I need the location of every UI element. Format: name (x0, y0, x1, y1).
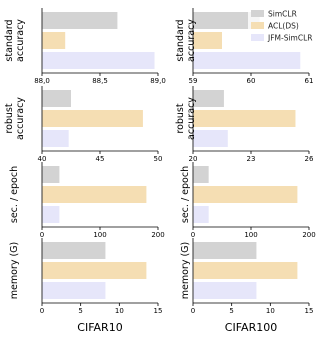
bar-jfm-simclr (193, 206, 209, 223)
column-labels: CIFAR10 CIFAR100 (77, 321, 277, 334)
legend-swatch-simclr (251, 10, 264, 17)
bar-simclr (42, 12, 118, 29)
panel-0-3: 0 5 10 15 (40, 238, 163, 315)
bar-jfm-simclr (42, 130, 69, 147)
x-tick-label: 59 (189, 77, 198, 85)
x-tick-label: 100 (93, 231, 106, 239)
panel-0-1: 40 45 50 (38, 86, 163, 163)
bar-jfm-simclr (42, 282, 106, 299)
row-label: standardaccuracy (175, 19, 197, 62)
row-label: standardaccuracy (4, 19, 26, 62)
bar-simclr (193, 12, 260, 29)
panel-0-2: 0 100 200 (40, 162, 165, 239)
row-label: memory (G) (180, 242, 191, 300)
panel-1-0: 59 60 61 (189, 8, 314, 85)
x-tick-label: 0 (40, 231, 44, 239)
x-tick-label: 40 (38, 155, 47, 163)
bar-jfm-simclr (193, 52, 301, 69)
bar-acl-ds (42, 186, 147, 203)
x-tick-label: 89,0 (150, 77, 166, 85)
bar-simclr (193, 242, 257, 259)
bar-simclr (42, 242, 106, 259)
panel-1-3: 0 5 10 15 (191, 238, 314, 315)
row-label: sec. / epoch (9, 166, 20, 223)
bar-simclr (193, 166, 209, 183)
x-tick-label: 45 (96, 155, 105, 163)
x-tick-label: 0 (40, 307, 44, 315)
row-label: sec. / epoch (180, 166, 191, 223)
legend-label-acl-ds: ACL(DS) (268, 22, 299, 31)
x-tick-label: 0 (191, 231, 195, 239)
panel-0-0: 88,0 88,5 89,0 (34, 8, 166, 85)
x-tick-label: 60 (247, 77, 256, 85)
x-tick-label: 50 (154, 155, 163, 163)
bar-jfm-simclr (42, 206, 60, 223)
x-tick-label: 5 (229, 307, 233, 315)
legend: SimCLR ACL(DS) JFM-SimCLR (248, 7, 322, 45)
row-label: robustaccuracy (175, 97, 197, 140)
legend-swatch-jfm-simclr (251, 34, 264, 41)
bar-simclr (42, 90, 71, 107)
x-tick-label: 88,0 (34, 77, 50, 85)
x-tick-label: 10 (266, 307, 275, 315)
x-tick-label: 10 (115, 307, 124, 315)
column-label: CIFAR100 (225, 321, 277, 334)
x-tick-label: 20 (189, 155, 198, 163)
bar-simclr (42, 166, 60, 183)
bar-acl-ds (193, 110, 296, 127)
row-labels: standardaccuracy standardaccuracy robustac… (4, 19, 197, 300)
panel-1-1: 20 23 26 (189, 86, 314, 163)
x-tick-label: 100 (244, 231, 257, 239)
legend-label-simclr: SimCLR (268, 10, 297, 19)
bar-simclr (193, 90, 224, 107)
row-label: memory (G) (9, 242, 20, 300)
x-tick-label: 15 (154, 307, 163, 315)
x-tick-label: 23 (247, 155, 256, 163)
bar-jfm-simclr (193, 282, 257, 299)
bar-acl-ds (193, 32, 222, 49)
x-tick-label: 26 (305, 155, 314, 163)
x-tick-label: 0 (191, 307, 195, 315)
bar-acl-ds (42, 110, 143, 127)
x-tick-label: 5 (78, 307, 82, 315)
column-label: CIFAR10 (77, 321, 122, 334)
row-label: robustaccuracy (4, 97, 26, 140)
bar-jfm-simclr (42, 52, 155, 69)
legend-label-jfm-simclr: JFM-SimCLR (267, 34, 312, 43)
x-tick-label: 200 (151, 231, 164, 239)
x-tick-label: 15 (305, 307, 314, 315)
bar-acl-ds (193, 262, 298, 279)
x-tick-label: 61 (305, 77, 314, 85)
bar-jfm-simclr (193, 130, 228, 147)
x-tick-label: 200 (302, 231, 315, 239)
panel-1-2: 0 100 200 (191, 162, 316, 239)
bar-acl-ds (193, 186, 298, 203)
bar-acl-ds (42, 32, 66, 49)
legend-swatch-acl-ds (251, 22, 264, 29)
x-tick-label: 88,5 (92, 77, 108, 85)
bar-acl-ds (42, 262, 147, 279)
